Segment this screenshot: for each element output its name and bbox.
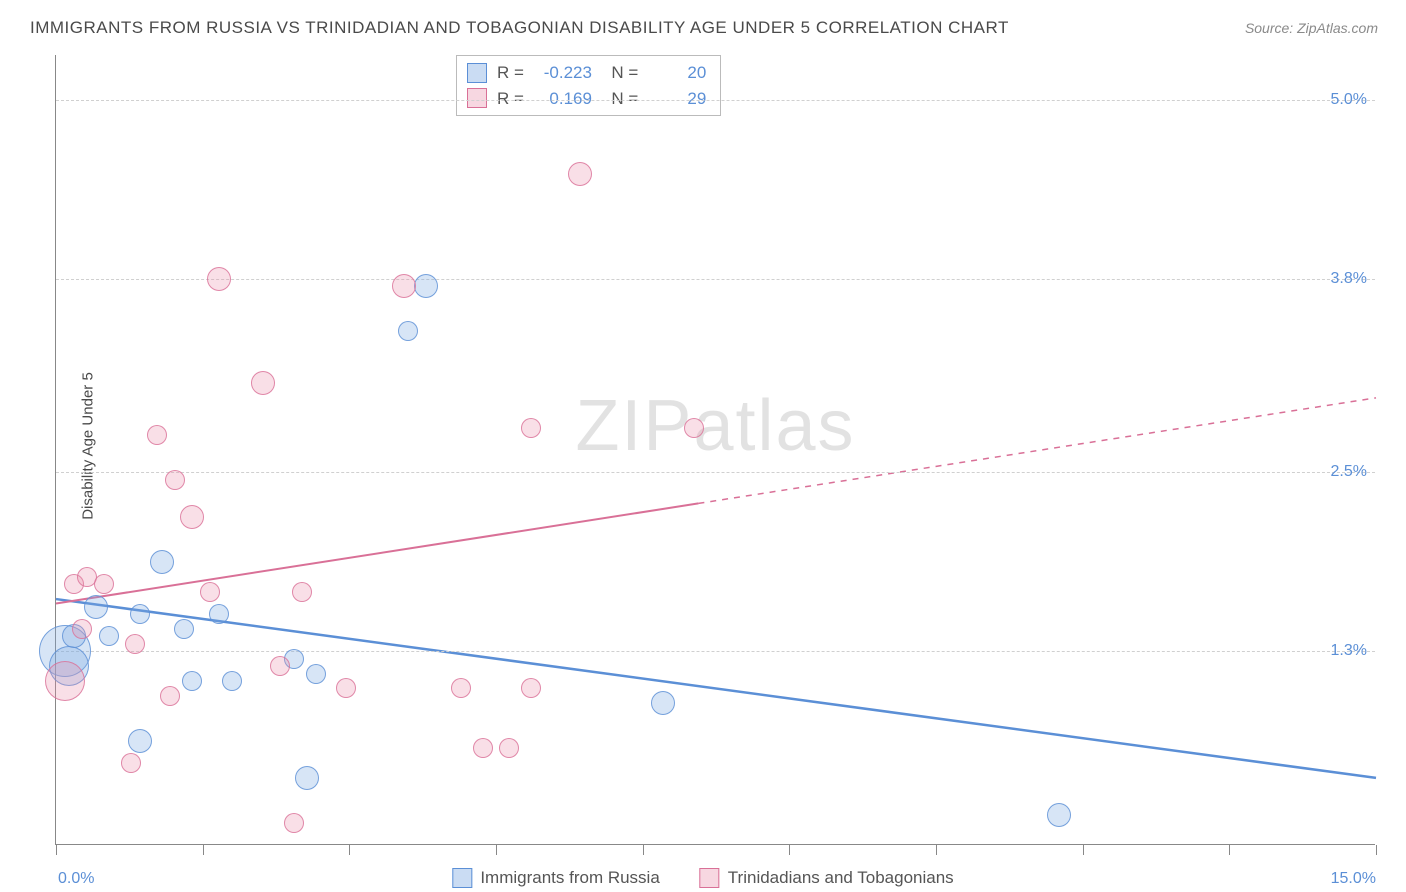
x-tick-mark	[496, 845, 497, 855]
data-point	[200, 582, 220, 602]
data-point	[207, 267, 231, 291]
stats-row-pink: R = 0.169 N = 29	[467, 86, 706, 112]
stats-legend-box: R = -0.223 N = 20 R = 0.169 N = 29	[456, 55, 721, 116]
data-point	[125, 634, 145, 654]
x-tick-mark	[203, 845, 204, 855]
data-point	[251, 371, 275, 395]
data-point	[182, 671, 202, 691]
y-tick-label: 1.3%	[1331, 642, 1367, 660]
x-tick-mark	[349, 845, 350, 855]
data-point	[295, 766, 319, 790]
legend-item-pink: Trinidadians and Tobagonians	[700, 868, 954, 888]
data-point	[174, 619, 194, 639]
data-point	[94, 574, 114, 594]
stat-n-label: N =	[602, 60, 638, 86]
data-point	[45, 661, 85, 701]
swatch-blue-icon	[452, 868, 472, 888]
data-point	[160, 686, 180, 706]
data-point	[392, 274, 416, 298]
plot-area: ZIPatlas R = -0.223 N = 20 R = 0.169 N =…	[55, 55, 1375, 845]
data-point	[499, 738, 519, 758]
stat-r-blue: -0.223	[534, 60, 592, 86]
x-tick-mark	[936, 845, 937, 855]
data-point	[99, 626, 119, 646]
x-tick-min: 0.0%	[58, 870, 94, 888]
x-tick-max: 15.0%	[1331, 870, 1376, 888]
swatch-blue-icon	[467, 63, 487, 83]
swatch-pink-icon	[700, 868, 720, 888]
data-point	[292, 582, 312, 602]
data-point	[270, 656, 290, 676]
x-tick-mark	[643, 845, 644, 855]
stat-n-pink: 29	[648, 86, 706, 112]
stat-r-label: R =	[497, 60, 524, 86]
data-point	[130, 604, 150, 624]
data-point	[651, 691, 675, 715]
data-point	[150, 550, 174, 574]
y-tick-label: 3.8%	[1331, 270, 1367, 288]
x-tick-mark	[789, 845, 790, 855]
source-credit: Source: ZipAtlas.com	[1245, 20, 1378, 36]
gridline	[56, 651, 1375, 652]
data-point	[473, 738, 493, 758]
gridline	[56, 100, 1375, 101]
legend-item-blue: Immigrants from Russia	[452, 868, 659, 888]
data-point	[684, 418, 704, 438]
stats-row-blue: R = -0.223 N = 20	[467, 60, 706, 86]
x-tick-mark	[1376, 845, 1377, 855]
data-point	[147, 425, 167, 445]
stat-r-pink: 0.169	[534, 86, 592, 112]
gridline	[56, 472, 1375, 473]
data-point	[336, 678, 356, 698]
data-point	[165, 470, 185, 490]
legend-label: Immigrants from Russia	[480, 868, 659, 888]
data-point	[414, 274, 438, 298]
stat-r-label: R =	[497, 86, 524, 112]
data-point	[180, 505, 204, 529]
data-point	[451, 678, 471, 698]
data-point	[128, 729, 152, 753]
y-tick-label: 5.0%	[1331, 91, 1367, 109]
x-tick-mark	[56, 845, 57, 855]
data-point	[284, 813, 304, 833]
gridline	[56, 279, 1375, 280]
stat-n-blue: 20	[648, 60, 706, 86]
data-point	[1047, 803, 1071, 827]
stat-n-label: N =	[602, 86, 638, 112]
legend-label: Trinidadians and Tobagonians	[728, 868, 954, 888]
swatch-pink-icon	[467, 88, 487, 108]
data-point	[209, 604, 229, 624]
legend-bottom: Immigrants from Russia Trinidadians and …	[452, 868, 953, 888]
data-point	[521, 418, 541, 438]
trend-lines	[56, 55, 1375, 844]
data-point	[568, 162, 592, 186]
data-point	[121, 753, 141, 773]
data-point	[398, 321, 418, 341]
data-point	[222, 671, 242, 691]
data-point	[521, 678, 541, 698]
data-point	[84, 595, 108, 619]
data-point	[72, 619, 92, 639]
chart-title: IMMIGRANTS FROM RUSSIA VS TRINIDADIAN AN…	[30, 18, 1009, 38]
y-tick-label: 2.5%	[1331, 463, 1367, 481]
x-tick-mark	[1229, 845, 1230, 855]
data-point	[306, 664, 326, 684]
x-tick-mark	[1083, 845, 1084, 855]
